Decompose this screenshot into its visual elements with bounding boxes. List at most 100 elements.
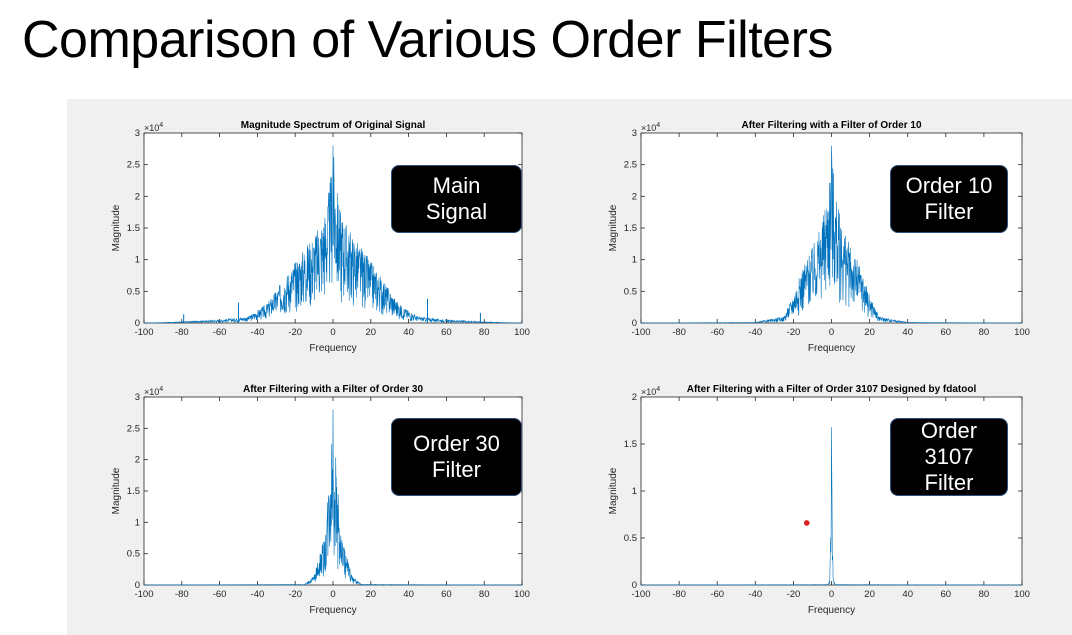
x-tick-label: 0 — [330, 589, 335, 600]
x-axis-label: Frequency — [309, 343, 356, 354]
x-tick-label: -20 — [787, 327, 801, 338]
x-tick-label: 60 — [441, 589, 452, 600]
x-tick-label: 100 — [514, 327, 530, 338]
x-tick-label: 60 — [941, 327, 952, 338]
x-tick-label: -100 — [134, 589, 153, 600]
y-tick-label: 0 — [632, 580, 637, 591]
x-tick-label: -80 — [672, 589, 686, 600]
y-exponent-label: ×104 — [641, 386, 660, 397]
x-tick-label: 60 — [441, 327, 452, 338]
callout-order-3107: Order 3107 Filter — [890, 418, 1008, 496]
y-tick-label: 1.5 — [624, 223, 637, 234]
x-tick-label: -100 — [134, 327, 153, 338]
x-tick-label: -40 — [748, 327, 762, 338]
y-tick-label: 3 — [135, 128, 140, 139]
y-tick-label: 0.5 — [127, 286, 140, 297]
y-tick-label: 1 — [135, 517, 140, 528]
y-tick-label: 2.5 — [127, 160, 140, 171]
x-tick-label: -40 — [748, 589, 762, 600]
chart-title: After Filtering with a Filter of Order 3… — [243, 384, 423, 395]
x-tick-label: 100 — [1014, 589, 1030, 600]
x-tick-label: 80 — [979, 327, 990, 338]
x-tick-label: -20 — [787, 589, 801, 600]
x-tick-label: 0 — [829, 589, 834, 600]
y-tick-label: 1 — [632, 255, 637, 266]
x-tick-label: 80 — [479, 589, 490, 600]
y-tick-label: 0.5 — [127, 549, 140, 560]
x-tick-label: 40 — [403, 327, 414, 338]
x-tick-label: -80 — [672, 327, 686, 338]
y-tick-label: 2 — [632, 392, 637, 403]
y-tick-label: 0 — [632, 318, 637, 329]
y-tick-label: 1.5 — [624, 439, 637, 450]
x-tick-label: -60 — [710, 589, 724, 600]
chart-title: After Filtering with a Filter of Order 1… — [741, 120, 921, 131]
x-tick-label: -60 — [213, 589, 227, 600]
chart-title: Magnitude Spectrum of Original Signal — [241, 120, 426, 131]
x-tick-label: 40 — [902, 589, 913, 600]
x-tick-label: -60 — [710, 327, 724, 338]
y-tick-label: 3 — [135, 392, 140, 403]
y-exponent-power: 4 — [159, 386, 163, 393]
y-axis-label: Magnitude — [608, 204, 619, 251]
callout-order-10: Order 10 Filter — [890, 165, 1008, 233]
y-axis-label: Magnitude — [608, 467, 619, 514]
x-tick-label: 60 — [941, 589, 952, 600]
y-exponent-label: ×104 — [641, 122, 660, 133]
y-tick-label: 2 — [135, 455, 140, 466]
marker-point — [803, 520, 810, 526]
x-tick-label: 40 — [403, 589, 414, 600]
slide-title: Comparison of Various Order Filters — [22, 11, 833, 69]
y-tick-label: 1.5 — [127, 486, 140, 497]
x-axis-label: Frequency — [309, 605, 356, 616]
y-tick-label: 2 — [135, 191, 140, 202]
x-tick-label: -40 — [251, 589, 265, 600]
y-exponent-power: 4 — [656, 122, 660, 129]
y-tick-label: 1.5 — [127, 223, 140, 234]
y-axis-label: Magnitude — [111, 204, 122, 251]
x-tick-label: -20 — [288, 327, 302, 338]
y-tick-label: 0 — [135, 318, 140, 329]
x-axis-label: Frequency — [808, 605, 855, 616]
series-line — [144, 409, 522, 586]
y-tick-label: 0.5 — [624, 286, 637, 297]
x-tick-label: -20 — [288, 589, 302, 600]
x-tick-label: 20 — [366, 589, 377, 600]
x-tick-label: 0 — [829, 327, 834, 338]
x-tick-label: -40 — [251, 327, 265, 338]
y-tick-label: 3 — [632, 128, 637, 139]
y-tick-label: 0.5 — [624, 533, 637, 544]
x-tick-label: 20 — [366, 327, 377, 338]
series-line — [641, 427, 1022, 586]
series-line — [143, 145, 523, 324]
x-tick-label: 80 — [479, 327, 490, 338]
x-axis-label: Frequency — [808, 343, 855, 354]
x-tick-label: -100 — [631, 327, 650, 338]
chart-title: After Filtering with a Filter of Order 3… — [687, 384, 977, 395]
chart-1: After Filtering with a Filter of Order 1… — [608, 120, 1030, 354]
callout-order-30: Order 30 Filter — [391, 418, 522, 496]
x-tick-label: 100 — [514, 589, 530, 600]
x-tick-label: 100 — [1014, 327, 1030, 338]
y-exponent-power: 4 — [159, 122, 163, 129]
x-tick-label: 80 — [979, 589, 990, 600]
series-line — [641, 145, 1022, 324]
y-tick-label: 0 — [135, 580, 140, 591]
x-tick-label: -60 — [213, 327, 227, 338]
y-axis-label: Magnitude — [111, 467, 122, 514]
chart-0: Magnitude Spectrum of Original Signal Fre… — [111, 120, 530, 354]
x-tick-label: 40 — [902, 327, 913, 338]
y-exponent-label: ×104 — [144, 386, 163, 397]
y-exponent-label: ×104 — [144, 122, 163, 133]
y-tick-label: 2.5 — [624, 160, 637, 171]
callout-main-signal: Main Signal — [391, 165, 522, 233]
y-exponent-power: 4 — [656, 386, 660, 393]
x-tick-label: 20 — [864, 589, 875, 600]
x-tick-label: 0 — [330, 327, 335, 338]
x-tick-label: -100 — [631, 589, 650, 600]
x-tick-label: 20 — [864, 327, 875, 338]
y-tick-label: 2.5 — [127, 423, 140, 434]
y-tick-label: 1 — [135, 255, 140, 266]
y-tick-label: 2 — [632, 191, 637, 202]
